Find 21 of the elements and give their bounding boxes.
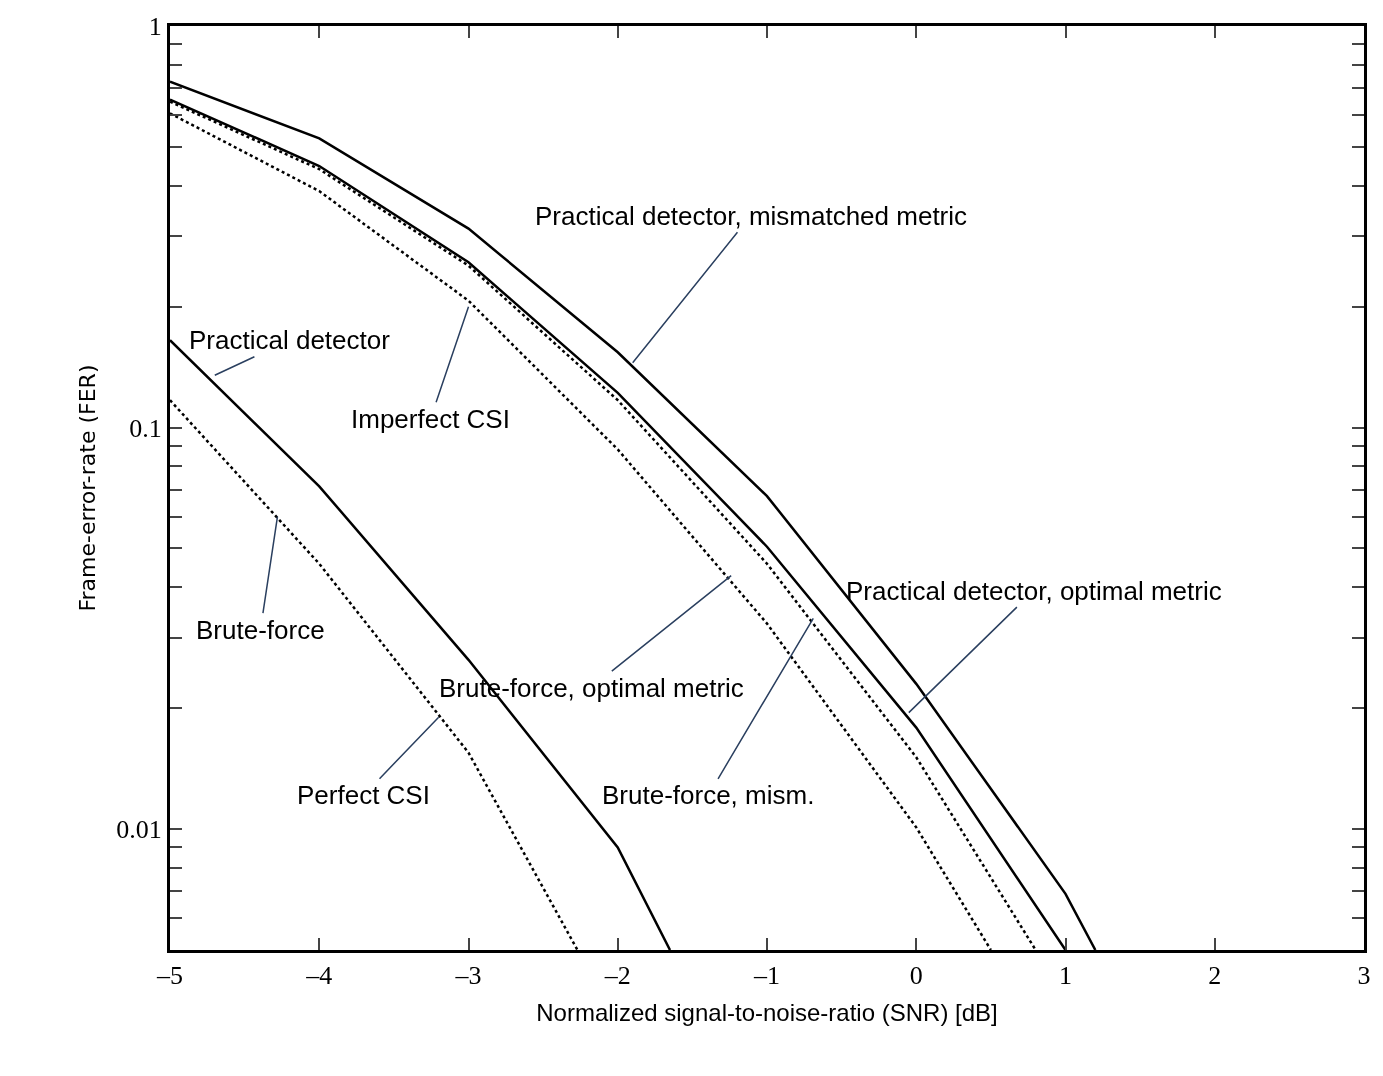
x-tick-label: –1: [753, 961, 780, 991]
x-axis-title: Normalized signal-to-noise-ratio (SNR) [dB]: [536, 998, 998, 1026]
y-tick-label: 1: [148, 12, 162, 42]
annotation: Imperfect CSI: [351, 404, 510, 434]
x-tick-label: –3: [454, 961, 482, 991]
annotation: Practical detector, optimal metric: [846, 576, 1222, 606]
annotation: Brute-force: [196, 615, 325, 645]
x-tick-label: –4: [305, 961, 333, 991]
x-tick-label: 2: [1208, 961, 1222, 991]
annotation: Brute-force, mism.: [602, 780, 815, 810]
y-tick-label: 0.01: [116, 815, 162, 845]
x-tick-label: –2: [603, 961, 631, 991]
x-tick-label: 3: [1357, 961, 1371, 991]
y-tick-label: 0.1: [129, 413, 162, 443]
x-tick-label: 1: [1059, 961, 1072, 991]
y-axis-title: Frame-error-rate (FER): [75, 364, 101, 612]
x-tick-label: –5: [156, 961, 183, 991]
annotation: Perfect CSI: [297, 780, 430, 810]
annotation: Practical detector, mismatched metric: [535, 201, 968, 231]
annotation: Practical detector: [189, 325, 391, 355]
x-tick-label: 0: [909, 961, 923, 991]
